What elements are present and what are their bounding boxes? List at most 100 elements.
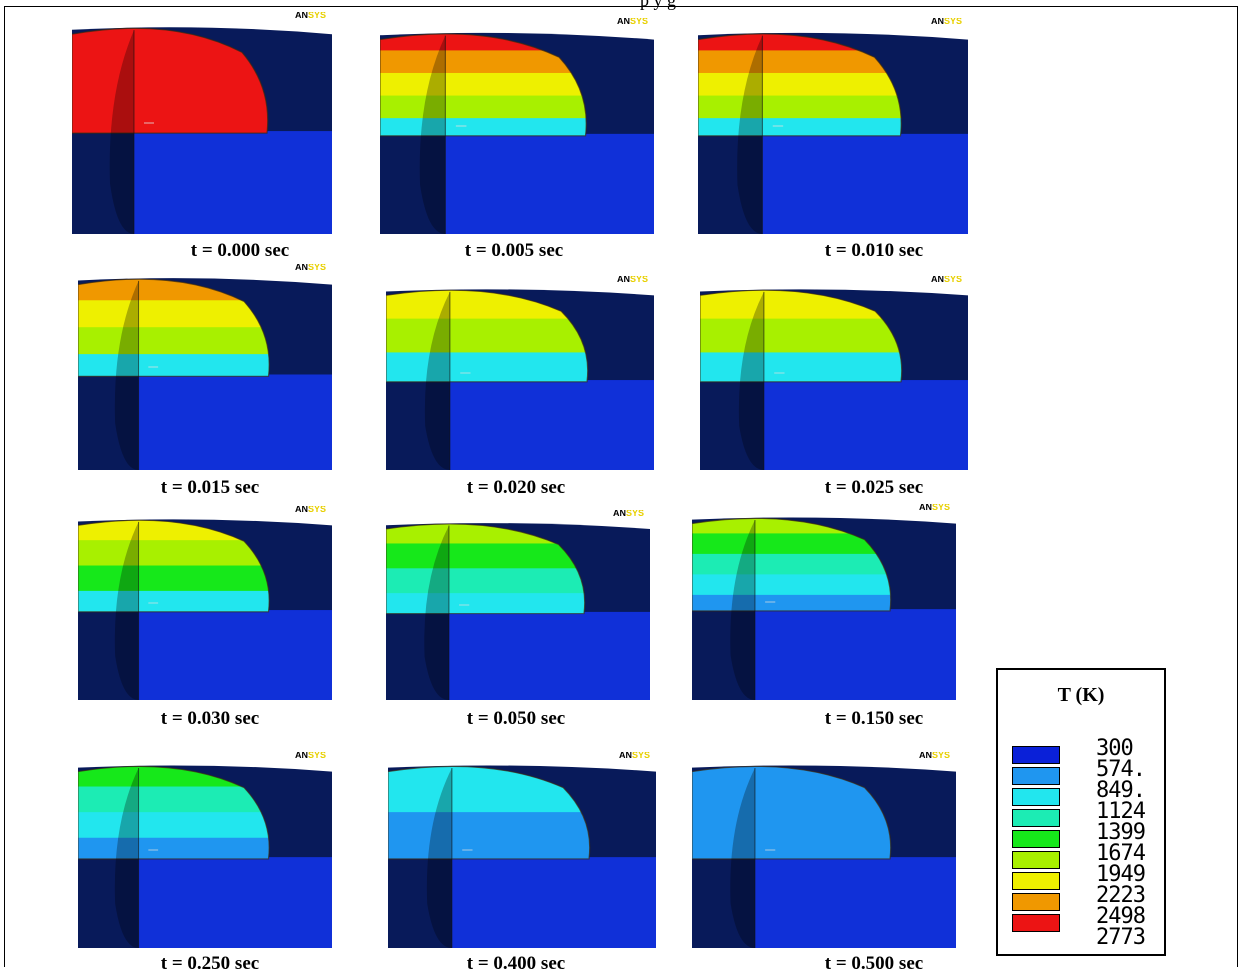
substrate-block (762, 133, 968, 234)
section-wedge (424, 525, 449, 700)
section-wedge (426, 768, 452, 948)
temperature-band (78, 540, 270, 567)
section-wedge (730, 768, 755, 948)
temperature-band (78, 565, 270, 592)
ansys-logo: ANSYS (612, 510, 644, 518)
substrate-block (138, 857, 332, 948)
substrate-block (138, 374, 332, 470)
legend-value: 1674 (1096, 841, 1146, 866)
time-caption: t = 0.015 sec (160, 477, 260, 498)
ansys-logo: ANSYS (918, 752, 950, 760)
ansys-logo: ANSYS (930, 18, 962, 26)
temperature-band (692, 553, 891, 576)
contour-panel: ANSYS (692, 752, 956, 948)
temperature-band (78, 837, 270, 859)
legend-swatch (1012, 746, 1060, 764)
temperature-band (78, 786, 270, 814)
legend-value: 300 (1096, 736, 1134, 761)
legend-value: 2498 (1096, 904, 1146, 929)
temperature-band (700, 318, 902, 354)
contour-panel: ANSYS (700, 276, 968, 470)
temperature-band (698, 95, 902, 120)
legend-value: 849. (1096, 778, 1146, 803)
time-caption: t = 0.030 sec (160, 708, 260, 729)
contour-panel: ANSYS (698, 18, 968, 234)
time-caption: t = 0.250 sec (160, 953, 260, 974)
contour-panel: ANSYS (380, 18, 654, 234)
legend-swatch (1012, 914, 1060, 932)
time-caption: t = 0.010 sec (824, 240, 924, 261)
section-wedge (730, 520, 755, 700)
legend-swatch (1012, 893, 1060, 911)
ansys-logo: ANSYS (616, 18, 648, 26)
legend-value: 1124 (1096, 799, 1146, 824)
time-caption: t = 0.050 sec (466, 708, 566, 729)
contour-panel: ANSYS (78, 506, 332, 700)
substrate-block (449, 380, 654, 470)
temperature-band (700, 352, 902, 382)
cut-off-header-text: p y g (640, 0, 676, 10)
ansys-logo: ANSYS (294, 12, 326, 20)
substrate-block (763, 380, 968, 470)
legend-value: 1399 (1096, 820, 1146, 845)
temperature-band (380, 95, 587, 120)
section-wedge (737, 35, 763, 234)
section-wedge (738, 291, 764, 470)
temperature-band (692, 533, 891, 555)
temperature-band (380, 72, 587, 97)
substrate-block (134, 131, 332, 234)
substrate-block (445, 133, 654, 234)
temperature-band (698, 72, 902, 97)
ansys-logo: ANSYS (618, 752, 650, 760)
substrate-block (754, 609, 956, 700)
temperature-band (698, 118, 902, 136)
temperature-band (386, 568, 585, 594)
time-caption: t = 0.400 sec (466, 953, 566, 974)
legend-value: 2773 (1096, 925, 1146, 950)
contour-panel: ANSYS (72, 12, 332, 234)
temperature-band (698, 50, 902, 74)
legend-swatch (1012, 788, 1060, 806)
temperature-band (388, 812, 590, 859)
legend-swatch (1012, 851, 1060, 869)
ansys-logo: ANSYS (294, 752, 326, 760)
temperature-band (78, 300, 270, 329)
temperature-band (78, 327, 270, 356)
contour-panel: ANSYS (692, 504, 956, 700)
temperature-band (386, 352, 588, 382)
contour-panel: ANSYS (386, 276, 654, 470)
section-wedge (114, 768, 139, 948)
temperature-band (386, 543, 585, 570)
temperature-band (380, 118, 587, 136)
legend-value: 574. (1096, 757, 1146, 782)
legend-swatch (1012, 809, 1060, 827)
section-wedge (114, 521, 139, 700)
ansys-logo: ANSYS (918, 504, 950, 512)
legend-swatch (1012, 767, 1060, 785)
section-wedge (419, 35, 446, 234)
ansys-logo: ANSYS (294, 506, 326, 514)
temperature-band (78, 590, 270, 612)
legend-swatch (1012, 872, 1060, 890)
time-caption: t = 0.005 sec (464, 240, 564, 261)
section-wedge (114, 280, 139, 470)
substrate-block (138, 610, 332, 700)
temperature-band (692, 574, 891, 596)
section-wedge (424, 291, 450, 470)
temperature-band (380, 50, 587, 74)
temperature-band (386, 318, 588, 354)
ansys-logo: ANSYS (930, 276, 962, 284)
contour-panel: ANSYS (78, 264, 332, 470)
temperature-band (386, 593, 585, 614)
ansys-logo: ANSYS (616, 276, 648, 284)
substrate-block (448, 611, 650, 700)
temperature-band (78, 812, 270, 839)
time-caption: t = 0.000 sec (190, 240, 290, 261)
time-caption: t = 0.500 sec (824, 953, 924, 974)
legend-value: 1949 (1096, 862, 1146, 887)
legend-value: 2223 (1096, 883, 1146, 908)
substrate-block (451, 857, 656, 948)
time-caption: t = 0.150 sec (824, 708, 924, 729)
section-wedge (109, 30, 134, 234)
temperature-legend: T (K) 300 574. 849. 1124 1399 1674 1949 2223 249… (996, 668, 1166, 956)
